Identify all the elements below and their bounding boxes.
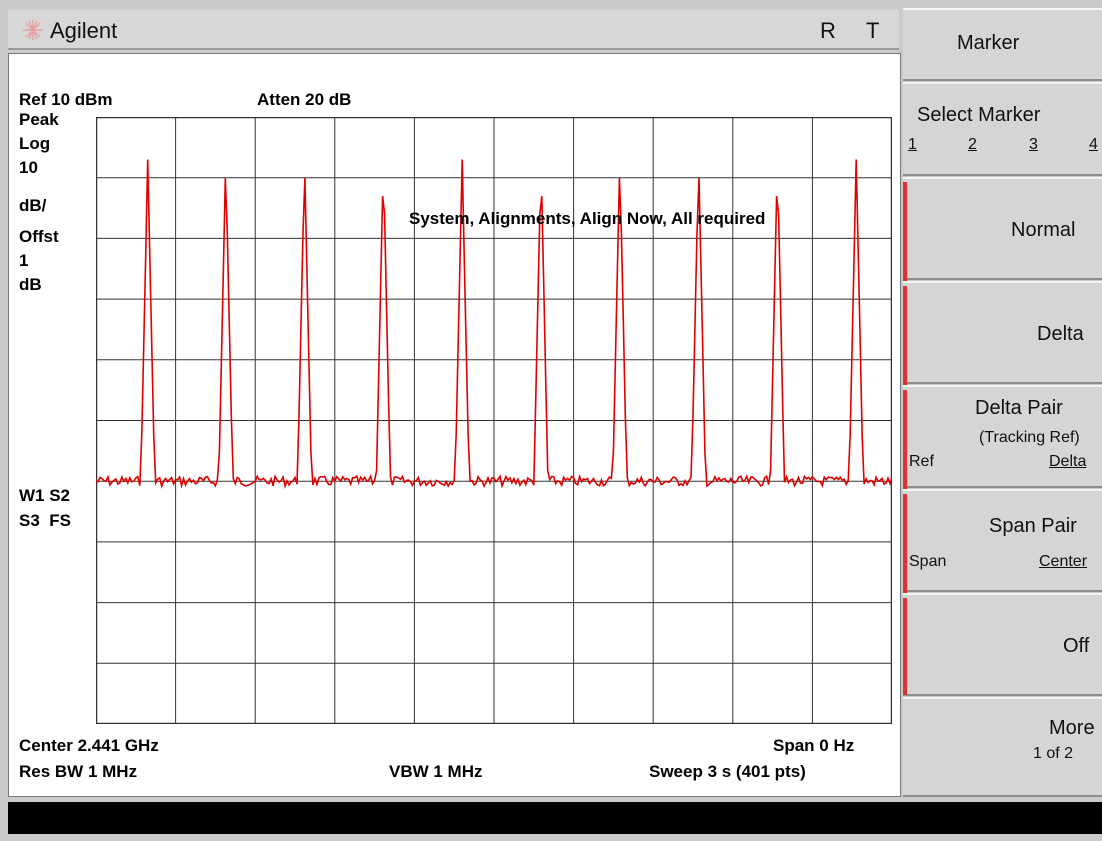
trace-graticule xyxy=(96,117,892,724)
active-group-indicator xyxy=(903,390,907,489)
span-pair-label: Span Pair xyxy=(989,515,1077,537)
menu-title-label: Marker xyxy=(957,32,1020,54)
scale-type-label: Log xyxy=(19,134,51,153)
marker-option-3[interactable]: 3 xyxy=(1029,136,1038,153)
normal-key[interactable]: Normal xyxy=(903,177,1102,281)
delta-key-label: Delta xyxy=(1037,323,1084,345)
active-group-indicator xyxy=(903,598,907,695)
span-pair-center-option: Center xyxy=(1039,553,1088,570)
offset-value-label: 1 xyxy=(19,251,29,270)
offset-unit-label: dB xyxy=(19,275,42,294)
trace-line xyxy=(96,159,892,489)
off-key[interactable]: Off xyxy=(903,593,1102,696)
title-bar: Agilent R T xyxy=(8,10,899,50)
center-frequency-label: Center 2.441 GHz xyxy=(19,736,159,755)
talk-indicator: T xyxy=(866,18,880,43)
res-bw-label: Res BW 1 MHz xyxy=(19,762,138,781)
remote-indicator: R xyxy=(820,18,836,43)
graticule-grid xyxy=(96,117,892,724)
span-label: Span 0 Hz xyxy=(773,736,855,755)
sweep-label: Sweep 3 s (401 pts) xyxy=(649,762,806,781)
attenuation-label: Atten 20 dB xyxy=(257,90,352,109)
active-group-indicator xyxy=(903,286,907,385)
delta-pair-delta-option: Delta xyxy=(1049,453,1087,470)
off-key-label: Off xyxy=(1063,635,1090,657)
agilent-spark-icon xyxy=(23,20,43,40)
alignment-message: System, Alignments, Align Now, All requi… xyxy=(409,209,766,228)
ref-level-label: Ref 10 dBm xyxy=(19,90,113,109)
offset-label: Offst xyxy=(19,227,59,246)
scale-unit-label: dB/ xyxy=(19,196,47,215)
delta-pair-sublabel: (Tracking Ref) xyxy=(979,429,1080,446)
softkey-panel: Marker Select Marker 1 2 3 4 Normal Delt… xyxy=(903,0,1102,800)
trace-status-line-2: S3 FS xyxy=(19,511,71,530)
active-group-indicator xyxy=(903,182,907,281)
select-marker-key[interactable]: Select Marker 1 2 3 4 xyxy=(903,82,1102,176)
span-pair-span-option: Span xyxy=(909,553,947,570)
more-key-page: 1 of 2 xyxy=(1033,745,1074,762)
detector-label: Peak xyxy=(19,110,59,129)
delta-key[interactable]: Delta xyxy=(903,281,1102,385)
brand-name: Agilent xyxy=(50,18,118,43)
marker-option-2[interactable]: 2 xyxy=(968,136,977,153)
select-marker-label: Select Marker xyxy=(917,104,1041,126)
scale-value-label: 10 xyxy=(19,158,38,177)
vbw-label: VBW 1 MHz xyxy=(389,762,483,781)
menu-title: Marker xyxy=(903,8,1102,81)
more-key-label: More xyxy=(1049,717,1095,739)
marker-option-4[interactable]: 4 xyxy=(1089,136,1098,153)
normal-key-label: Normal xyxy=(1011,219,1076,241)
active-group-indicator xyxy=(903,494,907,593)
trace-status-line-1: W1 S2 xyxy=(19,486,71,505)
measurement-display: Ref 10 dBm Atten 20 dB Peak Log 10 dB/ O… xyxy=(8,53,901,797)
more-key[interactable]: More 1 of 2 xyxy=(903,697,1102,797)
delta-pair-label: Delta Pair xyxy=(975,397,1063,419)
delta-pair-ref-option: Ref xyxy=(909,453,934,470)
span-pair-key[interactable]: Span Pair Span Center xyxy=(903,489,1102,593)
status-bar xyxy=(8,802,1102,834)
delta-pair-key[interactable]: Delta Pair (Tracking Ref) Ref Delta xyxy=(903,385,1102,489)
marker-option-1[interactable]: 1 xyxy=(908,136,917,153)
